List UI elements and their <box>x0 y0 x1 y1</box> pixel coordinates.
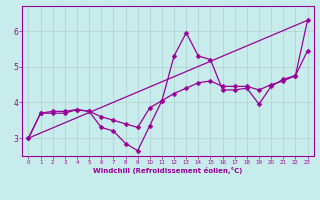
X-axis label: Windchill (Refroidissement éolien,°C): Windchill (Refroidissement éolien,°C) <box>93 167 243 174</box>
